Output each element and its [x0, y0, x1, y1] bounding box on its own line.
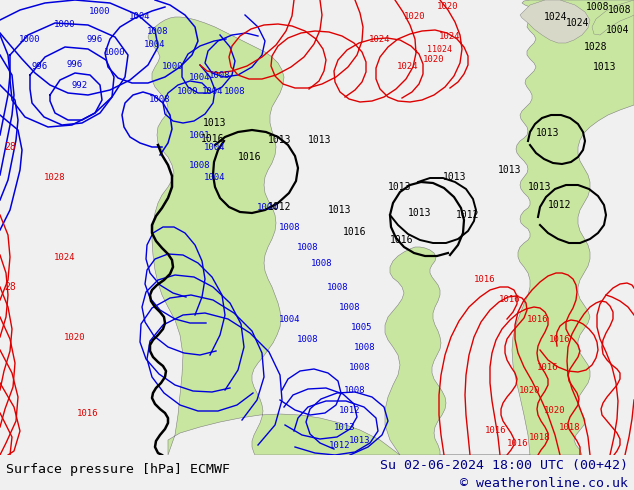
Text: 28: 28: [4, 142, 16, 152]
Text: 1008: 1008: [344, 386, 366, 394]
Text: 1018: 1018: [559, 422, 581, 432]
Text: Su 02-06-2024 18:00 UTC (00+42): Su 02-06-2024 18:00 UTC (00+42): [380, 459, 628, 472]
Text: 1012: 1012: [268, 202, 292, 212]
Text: 1004: 1004: [204, 143, 226, 151]
Text: 1008: 1008: [209, 71, 231, 79]
Text: 1028: 1028: [585, 42, 608, 52]
Text: 1016: 1016: [507, 439, 529, 447]
Text: 1024: 1024: [398, 63, 418, 72]
Text: 1001: 1001: [190, 130, 210, 140]
Text: 1013: 1013: [388, 182, 411, 192]
Text: 1013: 1013: [498, 165, 522, 175]
Text: 1013: 1013: [308, 135, 332, 145]
Text: 1004: 1004: [202, 87, 224, 96]
Text: 1016: 1016: [238, 152, 262, 162]
Text: 1016: 1016: [391, 235, 414, 245]
Text: 1013: 1013: [349, 436, 371, 444]
Text: 1008: 1008: [586, 2, 610, 12]
Text: 996: 996: [67, 60, 83, 70]
Text: 1004: 1004: [257, 202, 279, 212]
Text: 1013: 1013: [443, 172, 467, 182]
Text: 1013: 1013: [408, 208, 432, 218]
Text: 1004: 1004: [129, 13, 151, 22]
Text: 1012: 1012: [548, 200, 572, 210]
Text: 1016: 1016: [527, 316, 549, 324]
Text: Surface pressure [hPa] ECMWF: Surface pressure [hPa] ECMWF: [6, 463, 230, 475]
Text: 1004: 1004: [606, 25, 630, 35]
Text: 1013: 1013: [334, 422, 356, 432]
Polygon shape: [520, 0, 590, 43]
Text: 1024: 1024: [439, 32, 461, 42]
Text: 1020: 1020: [404, 13, 426, 22]
Text: 1000: 1000: [104, 49, 126, 57]
Text: 1016: 1016: [201, 134, 224, 144]
Text: 1000: 1000: [162, 63, 184, 72]
Text: 992: 992: [72, 80, 88, 90]
Text: 1000: 1000: [55, 21, 75, 29]
Text: 1016: 1016: [499, 295, 521, 304]
Text: 1004: 1004: [145, 41, 165, 49]
Text: 1016: 1016: [77, 409, 99, 417]
Text: 1024: 1024: [369, 35, 391, 45]
Text: 1004: 1004: [279, 316, 301, 324]
Text: 1008: 1008: [224, 87, 246, 96]
Text: 1020: 1020: [64, 333, 86, 342]
Text: 1000: 1000: [19, 35, 41, 45]
Text: 1020: 1020: [424, 55, 444, 65]
Polygon shape: [592, 0, 634, 35]
Text: 996: 996: [32, 63, 48, 72]
Text: 1008: 1008: [349, 363, 371, 371]
Polygon shape: [148, 0, 634, 455]
Text: 1008: 1008: [327, 283, 349, 292]
Text: 1008: 1008: [608, 5, 631, 15]
Text: 1024: 1024: [544, 12, 568, 22]
Text: 1008: 1008: [297, 243, 319, 251]
Text: 1008: 1008: [311, 259, 333, 268]
Text: 1013: 1013: [528, 182, 552, 192]
Text: 1008: 1008: [354, 343, 376, 351]
Text: 1008: 1008: [279, 222, 301, 231]
Text: 1016: 1016: [549, 336, 571, 344]
Text: 1016: 1016: [343, 227, 366, 237]
Text: 1013: 1013: [204, 118, 227, 128]
Text: 1008: 1008: [147, 27, 169, 36]
Text: 1000: 1000: [178, 88, 198, 97]
Text: 1012: 1012: [456, 210, 480, 220]
Text: 1000: 1000: [89, 7, 111, 17]
Text: 1020: 1020: [519, 386, 541, 394]
Text: 1013: 1013: [328, 205, 352, 215]
Text: © weatheronline.co.uk: © weatheronline.co.uk: [460, 477, 628, 490]
Text: 1005: 1005: [351, 322, 373, 332]
Text: 1013: 1013: [593, 62, 617, 72]
Text: 1028: 1028: [44, 172, 66, 181]
Text: 1016: 1016: [537, 363, 559, 371]
Text: 1013: 1013: [268, 135, 292, 145]
Text: 1012: 1012: [329, 441, 351, 449]
Text: 1024: 1024: [566, 18, 590, 28]
Text: 1012: 1012: [339, 406, 361, 415]
Text: 996: 996: [87, 35, 103, 45]
Text: 1024: 1024: [55, 252, 75, 262]
Text: 1013: 1013: [536, 128, 560, 138]
Text: 1018: 1018: [529, 433, 551, 441]
Text: 11024: 11024: [427, 46, 453, 54]
Text: 28: 28: [4, 282, 16, 292]
Text: 1020: 1020: [544, 406, 566, 415]
Text: 1004: 1004: [204, 172, 226, 181]
Text: 1016: 1016: [474, 275, 496, 285]
Text: 1016: 1016: [485, 425, 507, 435]
Text: 1008: 1008: [190, 161, 210, 170]
Text: 1008: 1008: [339, 302, 361, 312]
Text: 1008: 1008: [149, 96, 171, 104]
Text: 1008: 1008: [297, 336, 319, 344]
Text: 1020: 1020: [437, 2, 459, 11]
Text: 1004: 1004: [190, 73, 210, 81]
